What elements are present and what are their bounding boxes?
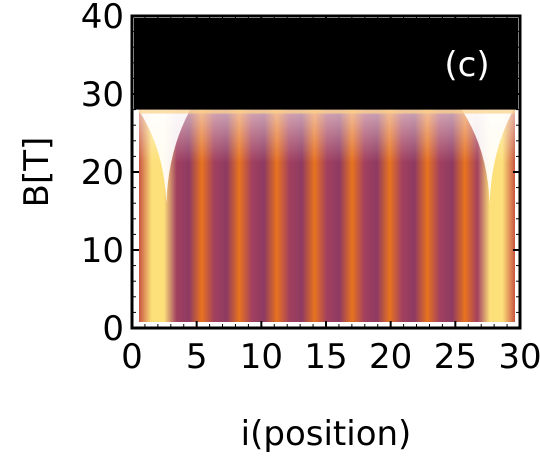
x-tick-label: 10 xyxy=(240,337,283,377)
y-axis-label: B[T] xyxy=(17,137,57,208)
x-tick-label: 0 xyxy=(121,337,143,377)
bright-flare xyxy=(461,109,514,204)
y-tick-label: 0 xyxy=(102,309,124,349)
above-cutoff-region xyxy=(134,18,518,110)
heatmap-fade xyxy=(139,109,515,322)
x-tick-label: 20 xyxy=(369,337,412,377)
bright-flare xyxy=(139,109,191,204)
bright-flares xyxy=(139,109,515,204)
x-tick-label: 15 xyxy=(304,337,347,377)
x-tick-label: 30 xyxy=(498,337,540,377)
y-tick-label: 30 xyxy=(81,75,124,115)
x-tick-label: 5 xyxy=(186,337,208,377)
y-tick-label: 20 xyxy=(81,153,124,193)
plot-area xyxy=(134,18,518,322)
x-tick-label: 25 xyxy=(434,337,477,377)
y-tick-label: 10 xyxy=(81,231,124,271)
cutoff-edge xyxy=(139,109,515,114)
tick-labels: 0 5 10 15 20 25 30 0 10 20 30 40 xyxy=(81,0,540,377)
x-axis-label: i(position) xyxy=(241,414,412,454)
panel-label: (c) xyxy=(444,45,489,85)
axis-ticks xyxy=(131,15,521,329)
y-tick-label: 40 xyxy=(81,0,124,37)
